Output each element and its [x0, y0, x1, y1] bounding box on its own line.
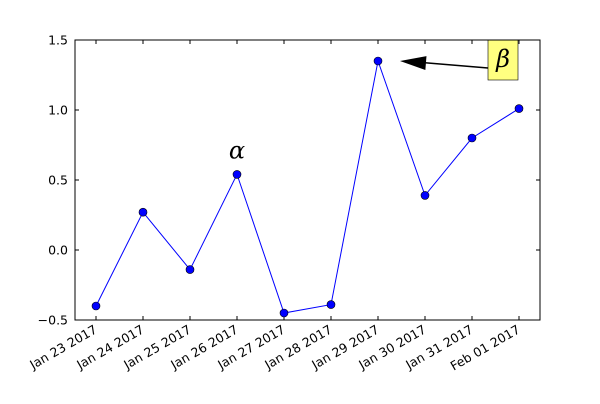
- data-point: [232, 170, 242, 179]
- y-tick-label: −0.5: [38, 313, 68, 328]
- annotation-arrow-head: [400, 56, 427, 71]
- data-point: [279, 308, 289, 318]
- y-tick-label: 0.0: [48, 243, 68, 258]
- data-point: [91, 301, 101, 311]
- data-series: [91, 56, 524, 318]
- annotations: αβ: [229, 39, 519, 164]
- data-point: [326, 300, 336, 309]
- annotation-box: [487, 39, 519, 81]
- data-point: [185, 265, 195, 274]
- y-tick-label: 1.5: [48, 33, 68, 48]
- data-point: [373, 56, 383, 66]
- y-tick-label: 0.5: [48, 173, 68, 188]
- plot-background: [75, 40, 540, 320]
- data-point: [467, 133, 477, 143]
- plot-frame: [74, 39, 541, 321]
- annotation-alpha: α: [229, 136, 245, 164]
- annotation-beta: β: [495, 45, 510, 73]
- data-point: [514, 104, 524, 113]
- data-point: [138, 207, 148, 217]
- annotation-arrow-shaft: [421, 61, 489, 69]
- y-tick-labels: −0.5 0.0 0.5 1.0 1.5: [38, 33, 68, 328]
- series-line: [95, 59, 520, 314]
- y-tick-label: 1.0: [48, 103, 68, 118]
- data-point: [420, 191, 430, 200]
